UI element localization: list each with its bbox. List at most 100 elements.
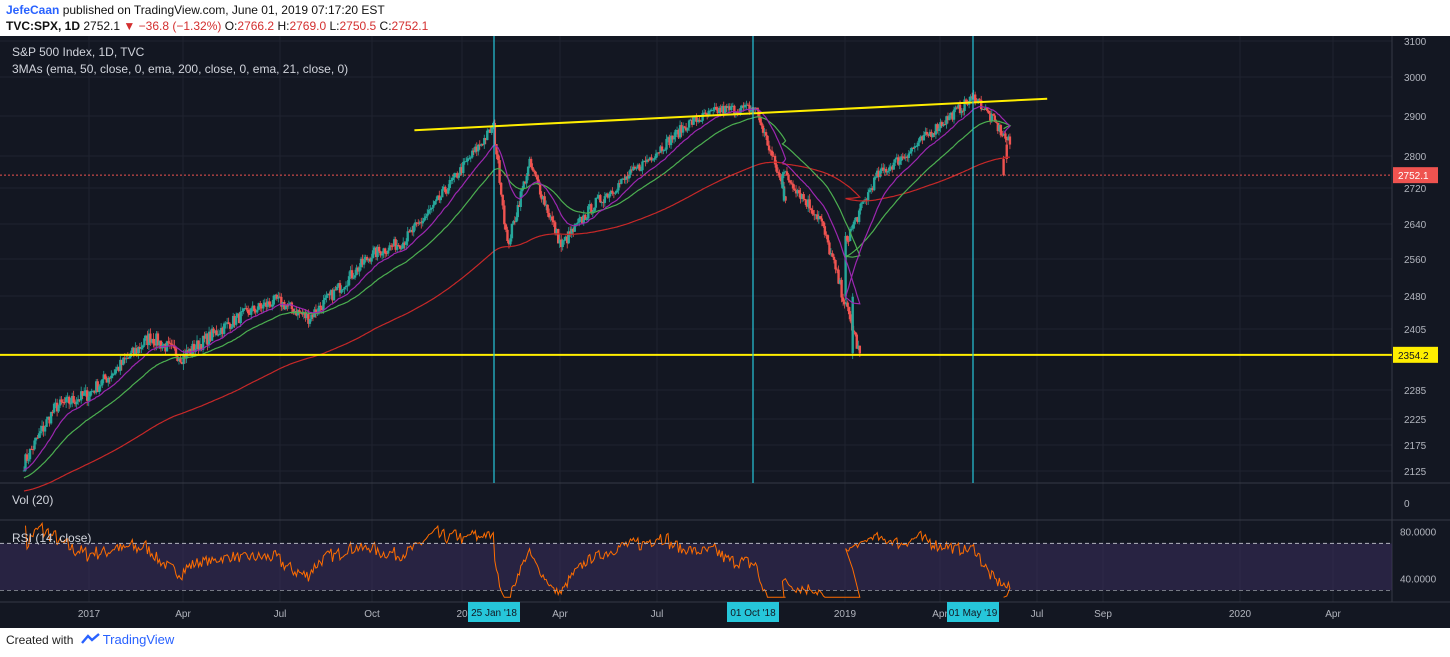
candle-body (259, 303, 262, 307)
candle-body (411, 229, 414, 233)
candle-body (81, 391, 84, 396)
candle-body (250, 308, 253, 315)
candle-body (817, 216, 821, 220)
candle-body (138, 347, 142, 349)
candle-body (763, 132, 766, 134)
candle-body (262, 304, 265, 309)
candle-body (280, 296, 283, 307)
candle-body (239, 311, 242, 324)
candle-body (549, 216, 552, 218)
candle-body (829, 253, 833, 255)
candle-body (341, 289, 345, 291)
candle-body (128, 356, 131, 359)
price-chart[interactable]: 3100 3000 2900 2800 2720 2640 2560 2480 2405 2285… (0, 36, 1450, 628)
candle-body (680, 125, 683, 133)
candle-body (403, 242, 406, 245)
candle-body (430, 207, 433, 210)
candle-body (466, 158, 469, 162)
tradingview-brand[interactable]: TradingView (102, 632, 175, 647)
candle-body (230, 326, 233, 329)
candle-body (784, 171, 787, 173)
candle-body (383, 248, 387, 254)
candle-body (272, 295, 275, 305)
candle-body (271, 304, 274, 307)
time-tick-label: Jul (274, 609, 287, 620)
candle-body (904, 156, 907, 158)
candle-body (39, 431, 42, 434)
candle-body (882, 167, 885, 171)
candle-body (376, 246, 379, 258)
candle-body (292, 309, 295, 314)
candle-body (810, 208, 813, 211)
candle-body (857, 210, 861, 223)
high-value: 2769.0 (289, 19, 327, 33)
horizontal-lines[interactable] (0, 97, 1392, 356)
marker-lines[interactable] (493, 36, 974, 483)
candle-body (463, 161, 466, 163)
candle-body (630, 169, 634, 171)
candle-body (934, 124, 938, 135)
last-price-tag-label: 2752.1 (1398, 171, 1429, 182)
candle-body (553, 222, 557, 234)
candle-body (338, 283, 342, 293)
tradingview-logo-icon (80, 633, 101, 648)
ema21-line (23, 105, 1011, 471)
candle-body (618, 183, 622, 185)
candle-body (302, 312, 306, 315)
candle-body (388, 245, 391, 251)
time-tick-label: Jul (1031, 609, 1044, 620)
author-name[interactable]: JefeCaan (6, 3, 60, 17)
price-tick-label: 2405 (1404, 325, 1427, 336)
candle-body (234, 316, 238, 325)
candle-body (995, 121, 998, 123)
candle-body (468, 158, 471, 160)
candle-body (475, 146, 478, 152)
candle-body (1002, 159, 1005, 176)
candle-body (343, 287, 346, 290)
candle-body (696, 119, 700, 123)
candle-body (644, 161, 647, 163)
candle-body (856, 217, 859, 223)
candle-body (880, 167, 883, 171)
candle-body (398, 245, 402, 249)
candle-body (919, 136, 923, 139)
candle-body (451, 177, 454, 181)
candle-body (651, 159, 655, 161)
candle-body (93, 390, 96, 393)
candle-body (295, 311, 298, 316)
candle-body (677, 130, 680, 138)
candle-body (707, 110, 710, 116)
candle-body (843, 301, 846, 305)
candle-body (668, 137, 671, 146)
candle-body (608, 194, 611, 198)
candle-body (660, 146, 664, 151)
candle-body (564, 236, 567, 241)
time-axis[interactable]: 2017 Apr Jul Oct 20 Apr Jul 2019 Apr Jul Sep 2020 Ap… (78, 609, 1342, 620)
candle-body (841, 297, 845, 302)
candle-body (684, 127, 688, 131)
support-price-tag (1393, 346, 1438, 363)
candle-body (708, 110, 712, 112)
legend-mas: 3MAs (ema, 50, close, 0, ema, 200, close… (12, 62, 348, 76)
candle-body (66, 396, 69, 398)
candle-body (933, 133, 936, 135)
candle-body (200, 344, 203, 350)
candle-body (802, 194, 805, 199)
candle-body (454, 173, 457, 175)
candle-body (221, 327, 224, 334)
candle-body (504, 224, 508, 230)
candle-body (70, 396, 74, 404)
candle-body (910, 147, 914, 152)
candle-body (37, 433, 41, 439)
candle-body (996, 122, 1000, 132)
candle-body (96, 381, 99, 392)
price-axis[interactable]: 3100 3000 2900 2800 2720 2640 2560 2480 2405 2285… (1393, 37, 1438, 586)
candle-body (624, 176, 628, 180)
candle-body (561, 240, 564, 248)
candle-body (507, 241, 511, 245)
candle-body (460, 167, 463, 173)
candle-body (135, 348, 139, 354)
candle-body (409, 229, 412, 232)
candle-body (596, 197, 599, 199)
candle-body (797, 190, 801, 194)
